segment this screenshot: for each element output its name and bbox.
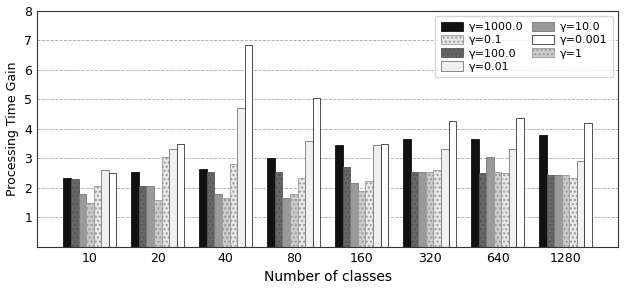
Bar xyxy=(562,175,569,247)
Bar xyxy=(554,175,562,247)
Bar xyxy=(109,173,117,247)
Bar xyxy=(283,198,290,247)
Bar xyxy=(343,167,350,247)
Bar xyxy=(267,158,275,247)
Bar xyxy=(373,145,381,247)
Bar xyxy=(230,164,237,247)
Bar xyxy=(305,141,313,247)
Bar xyxy=(381,144,388,247)
X-axis label: Number of classes: Number of classes xyxy=(264,271,392,284)
Bar xyxy=(539,135,547,247)
Bar xyxy=(71,179,79,247)
Bar xyxy=(154,200,162,247)
Bar xyxy=(403,139,411,247)
Bar xyxy=(94,186,101,247)
Bar xyxy=(449,122,456,247)
Bar xyxy=(147,186,154,247)
Bar xyxy=(290,194,298,247)
Legend: γ=1000.0, γ=0.1, γ=100.0, γ=0.01, γ=10.0, γ=0.001, γ=1, : γ=1000.0, γ=0.1, γ=100.0, γ=0.01, γ=10.0… xyxy=(435,16,613,77)
Bar xyxy=(86,203,94,247)
Bar xyxy=(139,186,147,247)
Bar xyxy=(434,170,441,247)
Bar xyxy=(222,198,230,247)
Bar xyxy=(335,145,343,247)
Bar xyxy=(101,170,109,247)
Bar xyxy=(169,149,177,247)
Bar xyxy=(245,45,252,247)
Bar xyxy=(131,172,139,247)
Bar xyxy=(215,194,222,247)
Bar xyxy=(471,139,479,247)
Bar xyxy=(162,157,169,247)
Bar xyxy=(350,184,358,247)
Bar xyxy=(486,157,494,247)
Bar xyxy=(479,173,486,247)
Bar xyxy=(585,123,592,247)
Bar xyxy=(177,144,184,247)
Bar xyxy=(358,191,366,247)
Bar xyxy=(547,175,554,247)
Bar xyxy=(426,172,434,247)
Bar xyxy=(275,172,283,247)
Bar xyxy=(207,172,215,247)
Bar xyxy=(366,180,373,247)
Bar xyxy=(418,172,426,247)
Bar xyxy=(569,177,577,247)
Bar xyxy=(199,169,207,247)
Bar xyxy=(501,173,509,247)
Bar xyxy=(298,177,305,247)
Bar xyxy=(237,108,245,247)
Bar xyxy=(79,194,86,247)
Bar xyxy=(64,177,71,247)
Bar xyxy=(517,118,524,247)
Bar xyxy=(577,161,585,247)
Bar xyxy=(441,149,449,247)
Y-axis label: Processing Time Gain: Processing Time Gain xyxy=(6,61,19,196)
Bar xyxy=(509,149,517,247)
Bar xyxy=(411,172,418,247)
Bar xyxy=(494,172,501,247)
Bar xyxy=(313,98,320,247)
